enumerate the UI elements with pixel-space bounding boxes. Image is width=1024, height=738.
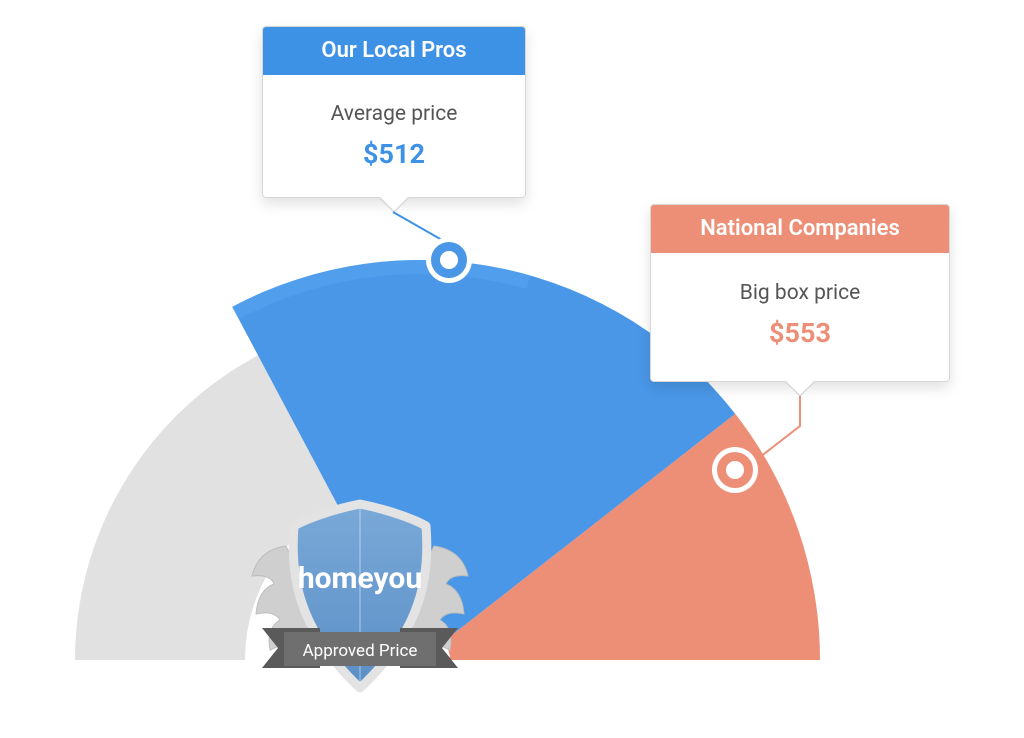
- national-companies-subtitle: Big box price: [651, 281, 949, 305]
- national-companies-price: $553: [651, 317, 949, 349]
- national-companies-marker-icon: [717, 452, 753, 488]
- local-pros-price: $512: [263, 138, 525, 170]
- local-pros-header: Our Local Pros: [263, 27, 525, 75]
- approved-price-badge: homeyou Approved Price: [240, 480, 480, 728]
- local-pros-callout: Our Local Pros Average price $512: [262, 26, 526, 198]
- national-companies-callout: National Companies Big box price $553: [650, 204, 950, 382]
- badge-brand-text: homeyou: [298, 561, 422, 596]
- badge-ribbon-text: Approved Price: [303, 641, 418, 661]
- national-companies-header: National Companies: [651, 205, 949, 253]
- price-comparison-infographic: Our Local Pros Average price $512 Nation…: [0, 0, 1024, 738]
- local-pros-marker-icon: [431, 242, 467, 278]
- local-pros-subtitle: Average price: [263, 102, 525, 126]
- callout-pointer-fill: [380, 197, 408, 211]
- callout-pointer-fill: [786, 381, 814, 395]
